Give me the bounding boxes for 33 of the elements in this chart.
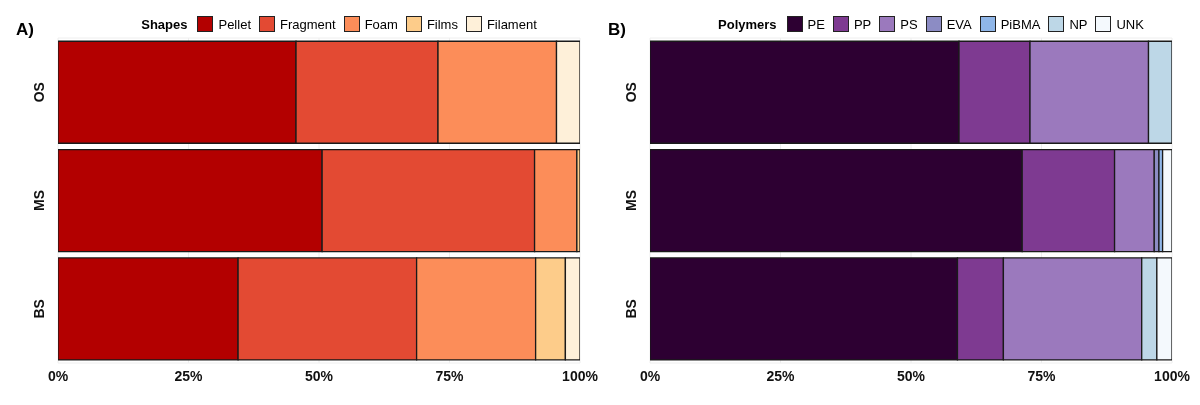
- legend-label: UNK: [1116, 16, 1144, 32]
- y-tick-label: MS: [623, 190, 639, 211]
- y-tick-label: MS: [31, 190, 47, 211]
- legend-label: PE: [807, 16, 825, 32]
- legend-label: Filament: [486, 16, 537, 32]
- y-tick-label: BS: [623, 299, 639, 319]
- x-tick-label: 25%: [174, 367, 204, 384]
- chart-title: A): [16, 20, 34, 40]
- legend-label: EVA: [946, 16, 972, 32]
- legend-title: Shapes: [141, 16, 188, 32]
- legend-label: Films: [426, 16, 458, 32]
- y-tick-label: OS: [31, 82, 47, 103]
- y-tick-label: OS: [623, 82, 639, 103]
- y-tick-label: BS: [31, 299, 47, 319]
- x-tick-label: 75%: [435, 367, 465, 384]
- legend-label: PS: [900, 16, 918, 32]
- legend-label: Foam: [364, 16, 398, 32]
- x-tick-label: 75%: [1027, 367, 1057, 384]
- x-tick-label: 0%: [639, 367, 661, 384]
- legend-label: Fragment: [280, 16, 336, 32]
- x-tick-label: 100%: [562, 367, 599, 384]
- x-tick-label: 25%: [766, 367, 796, 384]
- x-tick-label: 50%: [896, 367, 926, 384]
- legend-label: PP: [853, 16, 872, 32]
- legend-label: Pellet: [218, 16, 251, 32]
- legend-title: Polymers: [718, 16, 777, 32]
- chart-title: B): [608, 20, 626, 40]
- x-tick-label: 50%: [304, 367, 334, 384]
- bar: [1161, 148, 1172, 253]
- legend-label: NP: [1069, 16, 1088, 32]
- x-tick-label: 100%: [1154, 367, 1191, 384]
- legend-label: PiBMA: [1000, 16, 1041, 32]
- x-tick-label: 0%: [47, 367, 69, 384]
